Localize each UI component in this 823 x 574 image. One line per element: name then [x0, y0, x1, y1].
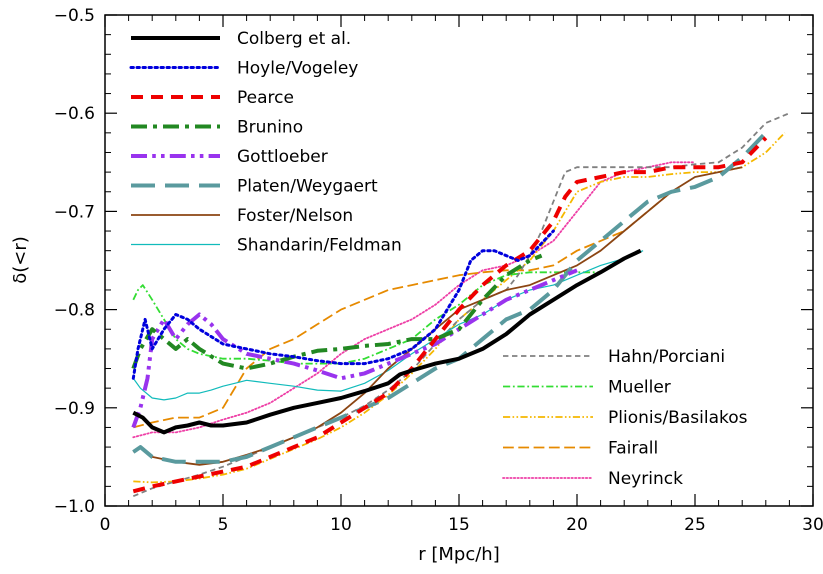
y-tick-label: −0.8: [54, 301, 95, 321]
x-tick-label: 20: [566, 515, 588, 535]
legend-label-brunino: Brunino: [237, 118, 303, 138]
series-line-gottloeber: [131, 268, 578, 429]
legend-right: Hahn/Porciani Mueller Plionis/Basilakos Fai…: [502, 347, 748, 489]
legend-label-gottloeber: Gottloeber: [237, 147, 328, 167]
series-line-colberg-et-al: [132, 248, 642, 435]
x-axis-label: r [Mpc/h]: [418, 544, 500, 565]
series-line-pearce: [132, 136, 768, 494]
legend-label-pearce: Pearce: [237, 88, 294, 108]
x-tick-label: 25: [684, 515, 706, 535]
x-tick-label: 5: [218, 515, 229, 535]
series-lines: [131, 112, 790, 498]
series-line-mueller: [132, 271, 601, 365]
axes: 0 5 10 15 20 25 30 −1.0 −0.9 −0.8 −0.7 −0.6 −0.5: [54, 6, 823, 535]
plot-frame: [104, 14, 814, 507]
series-line-hahn-porciani: [132, 112, 790, 498]
series-line-platen-weygaert: [132, 131, 768, 464]
legend-label-plionis-basilakos: Plionis/Basilakos: [608, 408, 748, 428]
series-line-shandarin-feldman: [132, 250, 644, 401]
y-axis-label: δ(<r): [10, 236, 31, 284]
y-tick-label: −0.7: [54, 202, 95, 222]
series-line-brunino: [131, 253, 543, 371]
series-line-plionis-basilakos: [133, 132, 786, 484]
legend-label-foster-nelson: Foster/Nelson: [237, 206, 353, 226]
y-tick-label: −0.9: [54, 399, 95, 419]
series-line-fairall: [133, 191, 672, 429]
legend-left: Colberg et al. Hoyle/Vogeley Pearce Brunino…: [129, 29, 402, 256]
legend-label-neyrinck: Neyrinck: [608, 469, 683, 489]
y-tick-label: −0.5: [54, 6, 95, 26]
legend-label-platen-weygaert: Platen/Weygaert: [237, 177, 378, 197]
series-line-hoyle-vogeley: [131, 229, 555, 380]
legend-label-fairall: Fairall: [608, 439, 658, 459]
x-tick-label: 15: [448, 515, 470, 535]
legend-label-hoyle-vogeley: Hoyle/Vogeley: [237, 59, 358, 79]
x-tick-label: 30: [802, 515, 823, 535]
legend-label-colberg-et-al: Colberg et al.: [237, 29, 351, 49]
legend-label-hahn-porciani: Hahn/Porciani: [608, 347, 725, 367]
y-tick-label: −0.6: [54, 104, 95, 124]
legend-label-mueller: Mueller: [608, 378, 671, 398]
x-tick-label: 0: [100, 515, 111, 535]
x-tick-label: 10: [330, 515, 352, 535]
y-tick-label: −1.0: [54, 497, 95, 517]
legend-label-shandarin-feldman: Shandarin/Feldman: [237, 236, 402, 256]
